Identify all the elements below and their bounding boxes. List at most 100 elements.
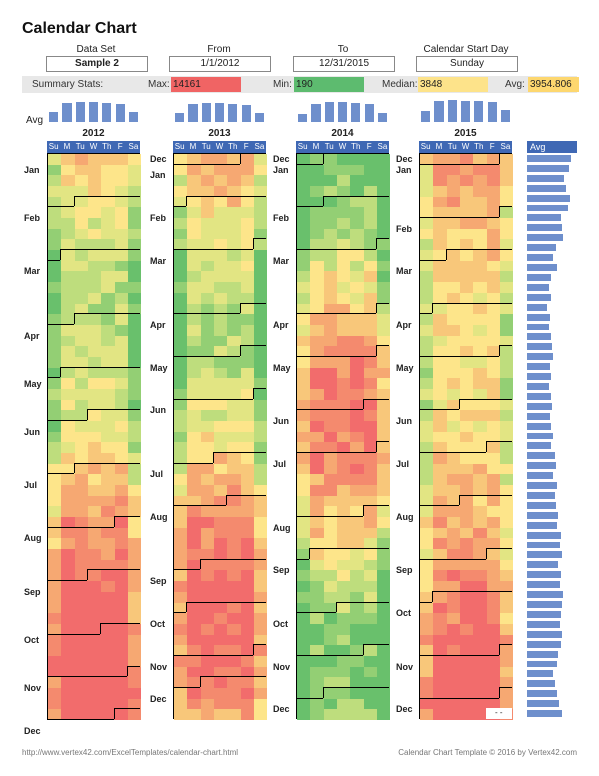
day-cell[interactable] — [127, 677, 142, 689]
day-cell[interactable] — [187, 228, 201, 240]
day-cell[interactable] — [336, 218, 351, 230]
day-cell[interactable] — [363, 634, 378, 646]
day-cell[interactable] — [114, 570, 129, 582]
day-cell[interactable] — [376, 559, 391, 571]
day-cell[interactable] — [420, 474, 434, 486]
day-cell[interactable] — [310, 282, 324, 294]
day-cell[interactable] — [240, 442, 255, 454]
day-cell[interactable] — [200, 207, 215, 219]
day-cell[interactable] — [174, 410, 188, 422]
day-cell[interactable] — [87, 495, 102, 507]
day-cell[interactable] — [499, 186, 514, 198]
day-cell[interactable] — [48, 356, 62, 368]
day-cell[interactable] — [323, 303, 338, 315]
day-cell[interactable] — [61, 164, 75, 176]
day-cell[interactable] — [200, 410, 215, 422]
day-cell[interactable] — [253, 367, 268, 379]
day-cell[interactable] — [363, 474, 378, 486]
day-cell[interactable] — [61, 666, 75, 678]
day-cell[interactable] — [376, 399, 391, 411]
day-cell[interactable] — [433, 271, 447, 283]
day-cell[interactable] — [200, 517, 215, 529]
day-cell[interactable] — [420, 271, 434, 283]
day-cell[interactable] — [101, 549, 115, 561]
day-cell[interactable] — [114, 655, 129, 667]
day-cell[interactable] — [101, 559, 115, 571]
day-cell[interactable] — [101, 292, 115, 304]
day-cell[interactable] — [350, 485, 364, 497]
day-cell[interactable] — [376, 613, 391, 625]
day-cell[interactable] — [114, 559, 129, 571]
day-cell[interactable] — [350, 239, 364, 251]
day-cell[interactable] — [297, 442, 311, 454]
day-cell[interactable] — [174, 324, 188, 336]
day-cell[interactable] — [310, 378, 324, 390]
day-cell[interactable] — [87, 570, 102, 582]
day-cell[interactable] — [227, 228, 241, 240]
day-cell[interactable] — [446, 613, 461, 625]
day-cell[interactable] — [350, 645, 364, 657]
day-cell[interactable] — [114, 282, 129, 294]
day-cell[interactable] — [486, 154, 501, 166]
day-cell[interactable] — [336, 687, 351, 700]
day-cell[interactable] — [127, 666, 142, 678]
day-cell[interactable] — [499, 420, 514, 433]
day-cell[interactable] — [253, 655, 268, 667]
day-cell[interactable] — [310, 442, 324, 454]
day-cell[interactable] — [101, 324, 115, 336]
day-cell[interactable] — [87, 314, 102, 326]
day-cell[interactable] — [240, 517, 255, 529]
day-cell[interactable] — [187, 655, 201, 667]
day-cell[interactable] — [200, 549, 215, 561]
day-cell[interactable] — [473, 346, 487, 358]
day-cell[interactable] — [213, 517, 228, 529]
day-cell[interactable] — [187, 303, 201, 315]
day-cell[interactable] — [74, 207, 89, 219]
day-cell[interactable] — [350, 250, 364, 262]
day-cell[interactable] — [433, 687, 447, 700]
day-cell[interactable] — [227, 175, 241, 187]
day-cell[interactable] — [74, 453, 89, 465]
day-cell[interactable] — [310, 517, 324, 529]
day-cell[interactable] — [87, 420, 102, 433]
day-cell[interactable] — [310, 207, 324, 219]
day-cell[interactable] — [187, 314, 201, 326]
day-cell[interactable] — [446, 442, 461, 454]
day-cell[interactable] — [253, 335, 268, 347]
day-cell[interactable] — [433, 282, 447, 294]
day-cell[interactable] — [310, 666, 324, 678]
day-cell[interactable] — [499, 634, 514, 646]
day-cell[interactable] — [114, 602, 129, 614]
day-cell[interactable] — [350, 655, 364, 667]
day-cell[interactable] — [459, 634, 474, 646]
day-cell[interactable] — [486, 517, 501, 529]
day-cell[interactable] — [350, 378, 364, 390]
day-cell[interactable] — [459, 378, 474, 390]
day-cell[interactable] — [446, 474, 461, 486]
day-cell[interactable] — [297, 591, 311, 603]
day-cell[interactable] — [499, 388, 514, 401]
day-cell[interactable] — [61, 399, 75, 411]
day-cell[interactable] — [213, 420, 228, 433]
day-cell[interactable] — [323, 346, 338, 358]
day-cell[interactable] — [350, 388, 364, 401]
day-cell[interactable] — [240, 399, 255, 411]
day-cell[interactable] — [376, 410, 391, 422]
day-cell[interactable] — [87, 506, 102, 518]
day-cell[interactable] — [48, 346, 62, 358]
day-cell[interactable] — [310, 538, 324, 550]
day-cell[interactable] — [174, 517, 188, 529]
day-cell[interactable] — [336, 175, 351, 187]
day-cell[interactable] — [363, 324, 378, 336]
day-cell[interactable] — [433, 378, 447, 390]
day-cell[interactable] — [473, 271, 487, 283]
day-cell[interactable] — [174, 314, 188, 326]
day-cell[interactable] — [446, 549, 461, 561]
day-cell[interactable] — [420, 186, 434, 198]
day-cell[interactable] — [227, 655, 241, 667]
day-cell[interactable] — [213, 634, 228, 646]
day-cell[interactable] — [48, 613, 62, 625]
day-cell[interactable] — [473, 538, 487, 550]
day-cell[interactable] — [473, 698, 487, 710]
day-cell[interactable] — [459, 538, 474, 550]
